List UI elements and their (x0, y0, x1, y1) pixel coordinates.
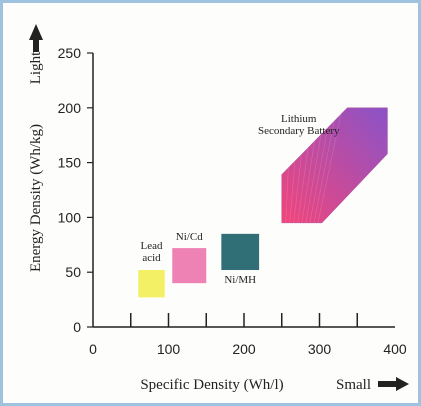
region-labels: Lead acid Ni/Cd Ni/MH Lithium Secondary Batte… (141, 113, 341, 286)
arrow-right-icon (378, 377, 409, 391)
region-label-line: Ni/Cd (176, 231, 203, 243)
x-tick-label: 100 (157, 341, 181, 357)
region-texture-line (317, 114, 342, 223)
region-label-line: acid (142, 252, 161, 264)
y-tick-label: 250 (58, 45, 82, 61)
y-tick-label: 200 (58, 100, 82, 116)
y-direction-label: Light (28, 51, 44, 84)
y-tick-label: 100 (58, 209, 82, 225)
region-lithium-secondary-battery (281, 107, 388, 224)
region-texture-line (289, 161, 296, 223)
region-texture-line (305, 134, 322, 223)
region-ni-mh (221, 233, 260, 271)
region-label-line: Lead (141, 240, 163, 252)
arrow-up-icon (29, 24, 43, 52)
region-texture-line (293, 154, 302, 223)
region-lead-acid (138, 270, 165, 298)
x-tick-label: 0 (89, 341, 97, 357)
region-texture-line (309, 127, 328, 223)
y-tick-label: 50 (65, 264, 81, 280)
y-tick-label: 150 (58, 155, 82, 171)
x-axis-title: Specific Density (Wh/l) (140, 377, 283, 393)
region-texture-line (313, 121, 335, 223)
region-label-line: Ni/MH (224, 274, 256, 286)
region-label-ni-cd: Ni/Cd (176, 231, 203, 243)
x-tick-label: 400 (383, 341, 407, 357)
region-label-lithium-secondary-battery: Lithium Secondary Battery (258, 113, 340, 137)
region-texture-line (285, 167, 289, 223)
region-label-line: Secondary Battery (258, 125, 340, 137)
y-axis-title: Energy Density (Wh/kg) (28, 124, 44, 272)
y-tick-label: 0 (73, 319, 81, 335)
region-label-line: Lithium (281, 113, 317, 125)
region-texture-line (301, 141, 315, 223)
region-label-ni-mh: Ni/MH (224, 274, 256, 286)
region-ni-cd (172, 248, 207, 284)
x-direction-label: Small (336, 377, 371, 393)
data-regions (138, 107, 388, 298)
axes: 0 50 100 150 200 250 0 100 200 300 400 (58, 45, 407, 357)
x-tick-label: 300 (308, 341, 332, 357)
region-texture-line (297, 147, 309, 223)
x-tick-label: 200 (232, 341, 256, 357)
region-label-lead-acid: Lead acid (141, 240, 163, 264)
